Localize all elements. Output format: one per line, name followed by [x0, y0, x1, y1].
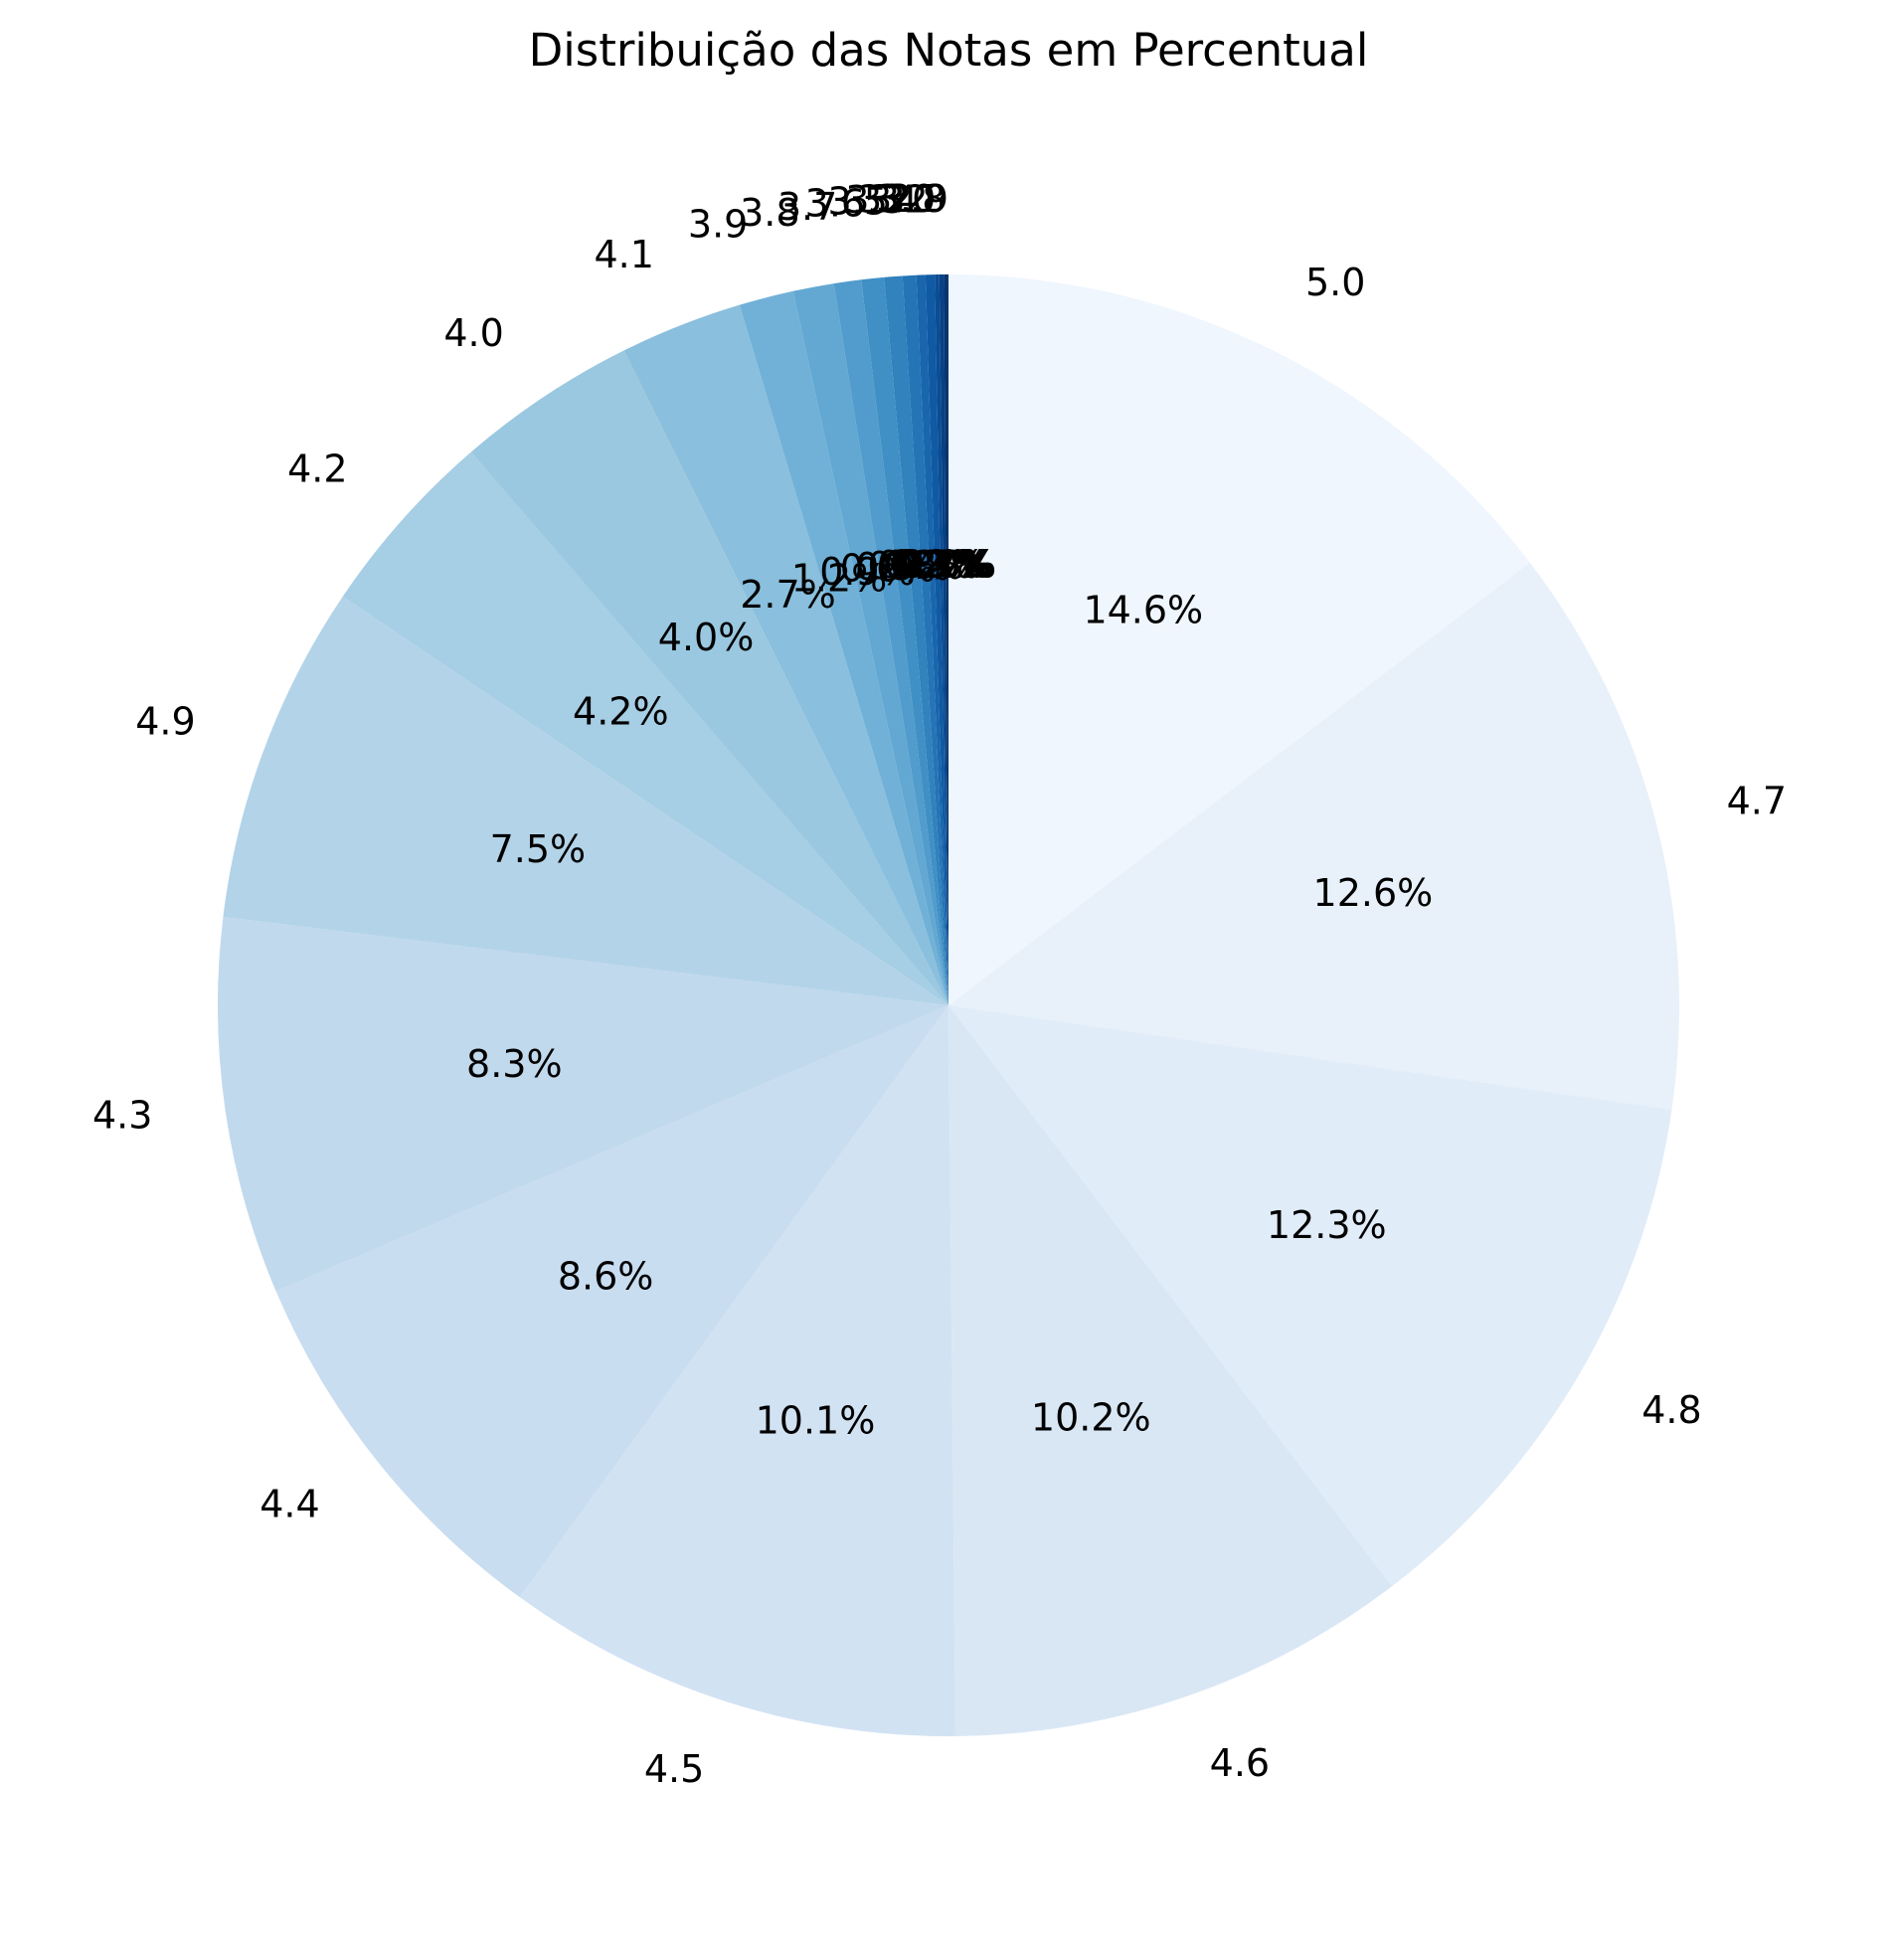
category-labels: 5.04.74.84.64.54.44.34.94.24.04.13.93.83… — [92, 177, 1787, 1791]
slice-percent-3-9: 1.2% — [791, 556, 888, 600]
slice-label-3-2: 3.2 — [868, 177, 928, 221]
slice-percent-4-2: 4.2% — [573, 690, 669, 734]
pie-slice-4-5 — [519, 1005, 955, 1736]
pie-slice-5-0 — [948, 274, 1530, 1005]
pie-slice-3-6 — [861, 276, 948, 1006]
pie-slice-3-7 — [833, 279, 948, 1005]
chart-title: Distribuição das Notas em Percentual — [529, 24, 1369, 77]
slice-percent-3-1: 0.1% — [897, 543, 993, 587]
slice-percent-3-7: 0.6% — [840, 547, 937, 591]
pie-slice-4-1 — [623, 304, 948, 1005]
slice-label-2-8: 2.8 — [886, 177, 946, 221]
slice-label-3-5: 3.5 — [827, 179, 887, 223]
pie-slice-4-6 — [948, 1005, 1393, 1736]
slice-label-4-5: 4.5 — [644, 1747, 704, 1791]
slice-label-3-1: 3.1 — [881, 177, 941, 221]
pie-slice-3-1 — [939, 274, 948, 1005]
slice-percent-4-6: 10.2% — [1031, 1396, 1151, 1440]
slice-percent-2-8: 0.1% — [899, 543, 995, 587]
pie-slice-4-3 — [217, 917, 948, 1292]
slice-percent-2-9: 0.0% — [901, 543, 997, 587]
slice-label-4-1: 4.1 — [594, 233, 653, 276]
slice-label-3-0: 3.0 — [876, 177, 936, 221]
pie-slice-4-7 — [948, 562, 1680, 1111]
pie-slice-3-2 — [925, 274, 948, 1005]
pie-slices — [217, 274, 1680, 1736]
slice-label-4-9: 4.9 — [135, 699, 195, 743]
slice-percent-3-5: 0.4% — [867, 544, 963, 588]
slice-percent-3-8: 0.9% — [819, 550, 916, 594]
slice-percent-4-3: 8.3% — [466, 1042, 563, 1086]
pie-slice-4-0 — [470, 350, 948, 1006]
slice-percent-4-9: 7.5% — [490, 827, 587, 871]
slice-label-3-6: 3.6 — [805, 181, 865, 225]
slice-percent-3-6: 0.5% — [855, 545, 951, 589]
slice-percent-4-5: 10.1% — [756, 1399, 876, 1443]
slice-label-4-6: 4.6 — [1210, 1741, 1270, 1785]
pie-slice-3-9 — [739, 290, 948, 1006]
slice-label-3-3: 3.3 — [845, 178, 905, 222]
pie-slice-3-8 — [792, 283, 948, 1005]
slice-percent-4-0: 4.0% — [658, 616, 755, 659]
pie-slice-3-4 — [916, 274, 948, 1005]
pie-slice-4-9 — [223, 596, 949, 1005]
pie-slice-3-0 — [935, 274, 948, 1006]
slice-percent-4-8: 12.3% — [1267, 1203, 1387, 1247]
slice-label-2-9: 2.9 — [889, 177, 948, 221]
pie-slice-4-8 — [948, 1005, 1672, 1587]
slice-label-4-4: 4.4 — [259, 1482, 319, 1525]
slice-label-3-8: 3.8 — [740, 191, 799, 235]
slice-label-4-7: 4.7 — [1727, 780, 1787, 823]
slice-percent-5-0: 14.6% — [1083, 588, 1203, 631]
slice-percent-4-1: 2.7% — [740, 573, 836, 617]
slice-percent-3-2: 0.2% — [890, 543, 986, 587]
slice-label-4-3: 4.3 — [92, 1093, 152, 1137]
pie-slice-3-3 — [902, 274, 948, 1005]
slice-label-3-4: 3.4 — [858, 178, 918, 222]
slice-percent-4-7: 12.6% — [1313, 871, 1434, 915]
slice-label-4-2: 4.2 — [287, 447, 347, 491]
pie-slice-3-5 — [884, 275, 948, 1005]
slice-label-3-7: 3.7 — [777, 185, 837, 229]
pie-slice-4-2 — [342, 451, 949, 1006]
slice-label-4-8: 4.8 — [1641, 1388, 1701, 1432]
slice-percent-3-4: 0.2% — [884, 543, 980, 587]
slice-percent-4-4: 8.6% — [558, 1254, 654, 1298]
slice-label-4-0: 4.0 — [443, 311, 503, 355]
percent-labels: 14.6% 12.6% 12.3% 10.2% 10.1% 8.6% 8.3% 7.5% 4.2… — [466, 543, 1433, 1443]
slice-percent-3-0: 0.1% — [894, 543, 990, 587]
slice-label-3-9: 3.9 — [688, 203, 748, 247]
slice-label-5-0: 5.0 — [1305, 261, 1365, 304]
pie-slice-2-8 — [944, 274, 948, 1005]
pie-slice-4-4 — [275, 1005, 948, 1598]
slice-percent-3-3: 0.3% — [877, 543, 973, 587]
